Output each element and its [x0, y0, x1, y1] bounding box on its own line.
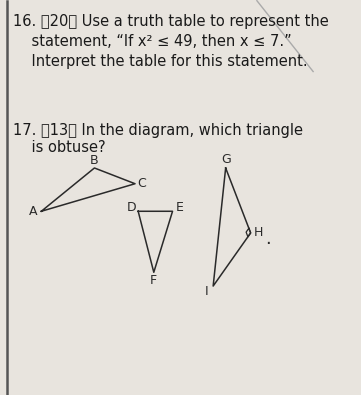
Text: A: A	[29, 205, 38, 218]
Text: H: H	[254, 226, 263, 239]
Text: .: .	[265, 230, 271, 248]
Text: E: E	[175, 201, 183, 214]
Text: D: D	[126, 201, 136, 214]
Text: F: F	[150, 275, 157, 288]
Text: is obtuse?: is obtuse?	[13, 141, 106, 155]
Text: 17. ⁲13⁲ In the diagram, which triangle: 17. ⁲13⁲ In the diagram, which triangle	[13, 123, 303, 138]
Text: Interpret the table for this statement.: Interpret the table for this statement.	[13, 54, 308, 69]
Text: G: G	[221, 153, 231, 166]
Text: I: I	[204, 286, 208, 299]
Text: C: C	[138, 177, 146, 190]
Text: statement, “If x² ≤ 49, then x ≤ 7.”: statement, “If x² ≤ 49, then x ≤ 7.”	[13, 34, 292, 49]
Text: 16. ⁲20⁲ Use a truth table to represent the: 16. ⁲20⁲ Use a truth table to represent …	[13, 15, 329, 30]
Text: B: B	[90, 154, 99, 167]
